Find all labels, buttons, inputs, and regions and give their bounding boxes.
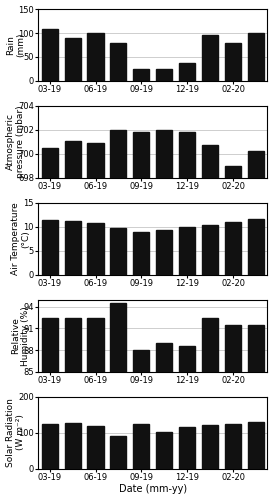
Bar — [156, 230, 172, 274]
Bar — [64, 38, 81, 81]
Bar — [202, 146, 218, 500]
Bar — [179, 132, 195, 500]
Bar — [42, 29, 58, 81]
Bar — [202, 318, 218, 500]
Bar — [133, 69, 149, 81]
Bar — [156, 130, 172, 500]
Bar — [179, 427, 195, 469]
Y-axis label: Rain
(mm): Rain (mm) — [6, 32, 25, 57]
Bar — [248, 33, 264, 81]
Bar — [225, 325, 241, 500]
Bar — [248, 325, 264, 500]
Bar — [133, 232, 149, 274]
Bar — [225, 424, 241, 469]
Bar — [156, 432, 172, 469]
Bar — [110, 436, 126, 468]
Bar — [179, 227, 195, 274]
Bar — [110, 304, 126, 500]
Bar — [248, 219, 264, 274]
Bar — [133, 350, 149, 500]
Bar — [225, 42, 241, 81]
Bar — [225, 222, 241, 274]
Bar — [110, 42, 126, 81]
Bar — [133, 424, 149, 469]
Bar — [64, 140, 81, 500]
Y-axis label: Relative
Humidity (%): Relative Humidity (%) — [11, 306, 30, 366]
Bar — [133, 132, 149, 500]
Bar — [179, 346, 195, 500]
Bar — [248, 152, 264, 500]
Bar — [110, 228, 126, 274]
Y-axis label: Atmospheric
pressure (mbar): Atmospheric pressure (mbar) — [5, 106, 25, 178]
Bar — [202, 36, 218, 81]
Bar — [87, 426, 103, 469]
Bar — [202, 426, 218, 469]
Bar — [248, 422, 264, 469]
Bar — [110, 130, 126, 500]
Bar — [64, 221, 81, 274]
X-axis label: Date (mm-yy): Date (mm-yy) — [119, 484, 187, 494]
Bar — [87, 318, 103, 500]
Bar — [225, 166, 241, 500]
Bar — [42, 220, 58, 274]
Bar — [64, 318, 81, 500]
Bar — [156, 343, 172, 500]
Bar — [42, 148, 58, 500]
Y-axis label: Air Temperature
(°C): Air Temperature (°C) — [11, 202, 31, 275]
Bar — [87, 224, 103, 274]
Bar — [87, 143, 103, 500]
Bar — [202, 226, 218, 274]
Bar — [64, 423, 81, 469]
Bar — [42, 424, 58, 469]
Bar — [42, 318, 58, 500]
Bar — [179, 62, 195, 81]
Y-axis label: Solar Radiation
(W m⁻²): Solar Radiation (W m⁻²) — [6, 398, 25, 467]
Bar — [156, 69, 172, 81]
Bar — [87, 33, 103, 81]
